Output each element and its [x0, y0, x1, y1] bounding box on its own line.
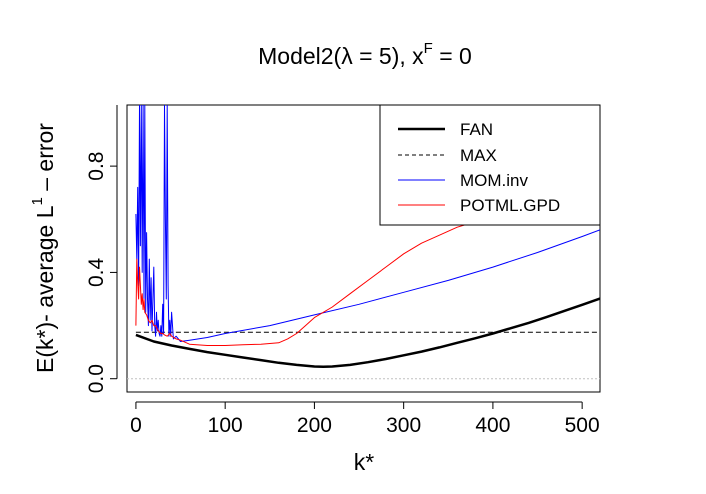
y-tick-label: 0.0 — [85, 364, 108, 393]
legend: FAN MAX MOM.inv POTML.GPD — [379, 104, 601, 226]
y-axis-label-main: E(k*)- average L — [32, 205, 58, 373]
x-tick-label: 300 — [386, 414, 421, 437]
x-tick-label: 200 — [297, 414, 332, 437]
x-axis: 0 100 200 300 400 500 — [130, 401, 600, 437]
legend-label-potml-gpd: POTML.GPD — [460, 196, 560, 215]
series-line-potml-gpd — [135, 213, 502, 346]
series-line-mom-inv — [135, 105, 600, 342]
x-tick-label: 0 — [130, 414, 142, 437]
x-axis-label: k* — [354, 449, 375, 475]
y-axis-label-tail: – error — [32, 123, 58, 197]
y-tick-label: 0.4 — [85, 258, 108, 288]
x-tick-label: 500 — [565, 414, 600, 437]
plot-area — [127, 105, 600, 380]
y-tick-label: 0.8 — [85, 152, 108, 181]
plot-frame — [126, 104, 601, 393]
x-tick-label: 100 — [208, 414, 243, 437]
y-axis-label-sup: 1 — [29, 197, 46, 205]
series-line-fan — [135, 297, 600, 369]
chart-title: Model2(λ = 5), xF = 0 — [258, 40, 472, 69]
x-tick-label: 400 — [475, 414, 510, 437]
chart-title-main: Model2(λ = 5), x — [258, 43, 424, 69]
y-axis: 0.0 0.4 0.8 — [85, 105, 118, 393]
chart-title-tail: = 0 — [433, 43, 472, 69]
chart-title-sup: F — [424, 40, 433, 57]
legend-label-max: MAX — [460, 146, 497, 165]
legend-label-mom-inv: MOM.inv — [460, 171, 529, 190]
y-axis-label: E(k*)- average L1 – error — [29, 123, 58, 373]
legend-label-fan: FAN — [460, 120, 493, 139]
